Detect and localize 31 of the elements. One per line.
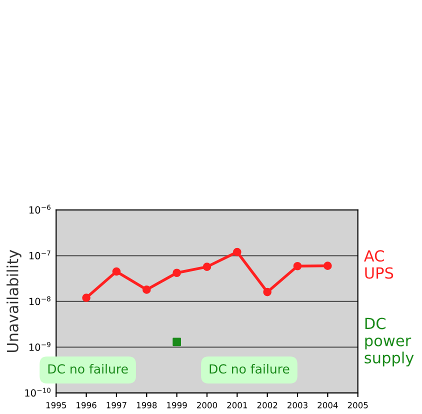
point <box>142 286 151 294</box>
x-tick-label: 2000 <box>196 402 218 408</box>
y-tick-label: 10$^{−6}$ <box>29 204 50 214</box>
annotation: DC no failure <box>210 364 290 374</box>
x-tick-label: 2004 <box>318 402 338 408</box>
x-tick-label: 1996 <box>76 402 96 408</box>
x-tick-label: 1995 <box>46 402 66 408</box>
point <box>293 262 302 270</box>
point <box>232 248 242 256</box>
x-tick-label: 2002 <box>257 402 278 408</box>
y-tick-label: 10$^{−9}$ <box>29 342 50 351</box>
y-tick-label: 10$^{−7}$ <box>29 250 50 260</box>
x-tick-label: 1997 <box>106 402 126 408</box>
x-tick-label: 1999 <box>167 402 187 408</box>
point <box>202 262 212 271</box>
point <box>324 262 332 270</box>
annotation: DC no failure <box>48 364 128 374</box>
y-tick-label: 10$^{−10}$ <box>25 388 51 397</box>
point <box>82 294 90 302</box>
y-axis-title: Unavailability <box>6 250 22 352</box>
point <box>263 288 272 296</box>
point <box>172 338 181 346</box>
x-tick-label: 2005 <box>348 402 368 408</box>
y-tick-label: 10$^{−8}$ <box>29 296 50 306</box>
point <box>172 268 181 278</box>
x-tick-label: 2001 <box>227 402 247 408</box>
text: AC UPS <box>364 250 394 279</box>
x-tick-label: 1998 <box>136 402 157 408</box>
point <box>112 267 121 276</box>
text: DC power supply <box>364 318 414 366</box>
x-tick-label: 2003 <box>288 402 308 408</box>
